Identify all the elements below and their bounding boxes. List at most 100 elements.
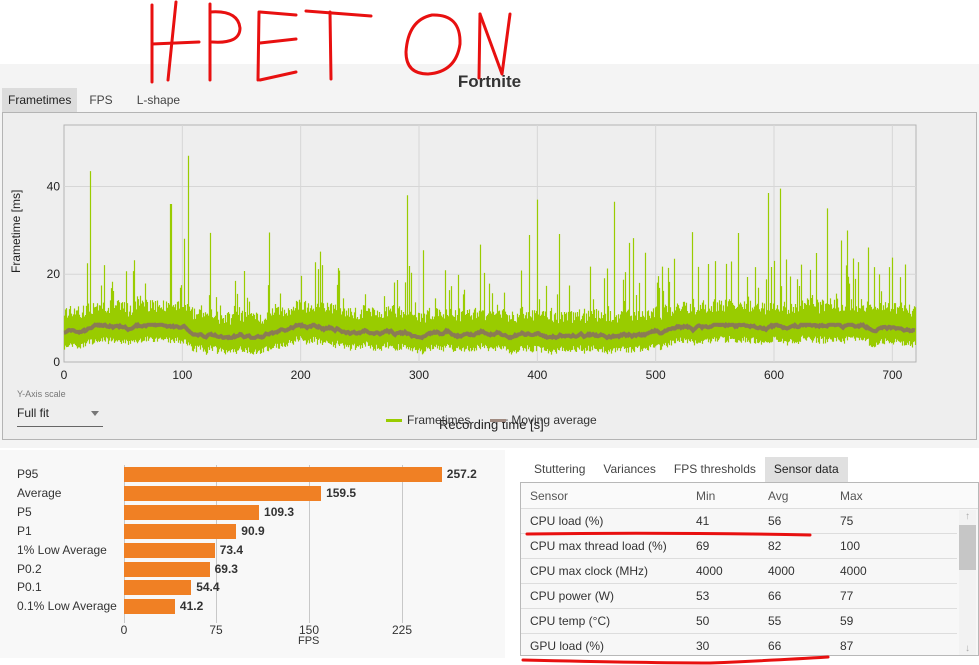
svg-text:700: 700 [882, 368, 902, 382]
bar-label: P5 [17, 504, 32, 519]
bar-label: P1 [17, 523, 32, 538]
sensor-avg: 66 [768, 589, 782, 603]
scrollbar-thumb[interactable] [959, 525, 976, 570]
sensor-avg: 66 [768, 639, 782, 653]
x-axis-title: Recording time [s] [439, 417, 544, 432]
tab-frametimes[interactable]: Frametimes [2, 88, 78, 112]
bar-value: 159.5 [326, 485, 357, 500]
tab-fps-thresholds[interactable]: FPS thresholds [673, 462, 756, 476]
table-row[interactable]: CPU power (W) 53 66 77 [521, 584, 957, 609]
sensor-name: CPU power (W) [530, 589, 615, 603]
bar-value: 41.2 [179, 599, 204, 614]
tab-sensor-data[interactable]: Sensor data [764, 457, 848, 482]
svg-text:200: 200 [291, 368, 311, 382]
sensor-min: 41 [696, 514, 710, 528]
table-row[interactable]: CPU max clock (MHz) 4000 4000 4000 [521, 559, 957, 584]
chart-legend: Frametimes Moving average [386, 413, 617, 427]
fps-bar[interactable] [124, 580, 192, 596]
fps-bar[interactable] [124, 561, 210, 577]
sensor-min: 50 [696, 614, 710, 628]
sensor-panel: Stuttering Variances FPS thresholds Sens… [515, 450, 979, 665]
sensor-table: Sensor Min Avg Max CPU load (%) 41 56 75 CPU… [520, 482, 979, 656]
bar-label: P95 [17, 467, 39, 481]
sensor-name: CPU max thread load (%) [530, 539, 667, 553]
bar-value: 69.3 [214, 561, 238, 576]
x-tick: 150 [298, 623, 320, 637]
tab-l-shape[interactable]: L-shape [136, 93, 181, 107]
bar-value: 73.4 [219, 542, 244, 557]
bar-label: P0.2 [17, 561, 42, 576]
sensor-name: CPU load (%) [530, 514, 604, 528]
svg-text:20: 20 [47, 267, 61, 281]
bar-row: P95 257.2 [0, 465, 505, 483]
sensor-max: 77 [840, 589, 854, 603]
legend-label: Frametimes [407, 413, 471, 427]
legend-swatch-icon [490, 418, 507, 422]
svg-text:0: 0 [53, 355, 60, 369]
legend-label: Moving average [511, 413, 597, 427]
bar-value: 90.9 [241, 523, 265, 538]
y-axis-scale-dropdown[interactable]: Full fit [17, 403, 103, 427]
frametime-plot: 0 100 200 300 400 500 600 700 0 20 40 [47, 124, 917, 382]
table-row[interactable]: GPU load (%) 30 66 87 [521, 634, 957, 655]
grid-line [216, 465, 217, 623]
table-row[interactable]: CPU max thread load (%) 69 82 100 [521, 534, 957, 559]
scroll-up-arrow-icon[interactable]: ↑ [965, 511, 970, 522]
column-header-max[interactable]: Max [840, 489, 863, 503]
tab-variances[interactable]: Variances [603, 462, 656, 476]
title-text: Fortnite [457, 72, 522, 88]
bar-row: 0.1% Low Average 41.2 [0, 597, 505, 615]
sensor-max: 4000 [840, 564, 867, 578]
fps-bar[interactable] [124, 467, 442, 482]
sensor-name: CPU temp (°C) [530, 614, 611, 628]
sensor-min: 4000 [696, 564, 723, 578]
table-row[interactable]: CPU load (%) 41 56 75 [521, 509, 957, 534]
sensor-avg: 56 [768, 514, 782, 528]
sensor-avg: 55 [768, 614, 782, 628]
bar-row: Average 159.5 [0, 484, 505, 502]
column-header-min[interactable]: Min [696, 489, 716, 503]
table-row[interactable]: CPU temp (°C) 50 55 59 [521, 609, 957, 634]
fps-bar[interactable] [124, 542, 215, 558]
stats-tabs: Stuttering Variances FPS thresholds Sens… [525, 457, 848, 482]
bar-label: 1% Low Average [17, 542, 107, 557]
column-header-avg[interactable]: Avg [768, 489, 789, 503]
grid-line [309, 465, 310, 623]
bar-row: P0.2 69.3 [0, 560, 505, 578]
scroll-down-arrow-icon[interactable]: ↓ [965, 643, 970, 654]
sensor-max: 100 [840, 539, 861, 553]
bar-label: 0.1% Low Average [17, 599, 117, 614]
table-scrollbar[interactable]: ↑ ↓ [959, 510, 976, 655]
tab-stuttering[interactable]: Stuttering [534, 462, 586, 476]
legend-moving-average[interactable]: Moving average [490, 413, 597, 427]
fps-bar[interactable] [124, 599, 175, 615]
fps-bar-chart: P95 257.2 Average 159.5 P5 109.3 P1 90.9 1% Low … [0, 450, 505, 658]
bar-label: Average [17, 485, 62, 500]
y-axis-title: Frametime [ms] [9, 189, 23, 273]
bar-row: P0.1 54.4 [0, 578, 505, 596]
legend-swatch-icon [386, 418, 402, 422]
svg-text:40: 40 [47, 179, 61, 193]
x-tick: 225 [391, 623, 413, 637]
sensor-name: CPU max clock (MHz) [530, 564, 649, 578]
chevron-down-icon [91, 411, 99, 416]
frametime-chart: 0 100 200 300 400 500 600 700 0 20 40 Frametime [m… [2, 112, 977, 440]
bar-value: 109.3 [264, 504, 295, 519]
bar-label: P0.1 [17, 580, 42, 595]
column-header-sensor[interactable]: Sensor [530, 489, 569, 503]
svg-text:0: 0 [61, 368, 68, 382]
sensor-name: GPU load (%) [530, 639, 605, 653]
statistics-area: P95 257.2 Average 159.5 P5 109.3 P1 90.9 1% Low … [0, 450, 979, 665]
fps-bar[interactable] [124, 485, 322, 501]
sensor-max: 75 [840, 514, 854, 528]
svg-text:100: 100 [172, 368, 192, 382]
sensor-max: 87 [840, 639, 854, 653]
x-tick: 75 [209, 623, 223, 637]
svg-text:400: 400 [527, 368, 547, 382]
fps-bar[interactable] [124, 504, 260, 520]
legend-frametimes[interactable]: Frametimes [386, 413, 470, 427]
bar-row: P5 109.3 [0, 503, 505, 521]
tab-fps[interactable]: FPS [89, 93, 113, 107]
fps-bar[interactable] [124, 523, 237, 539]
bar-row: P1 90.9 [0, 522, 505, 540]
